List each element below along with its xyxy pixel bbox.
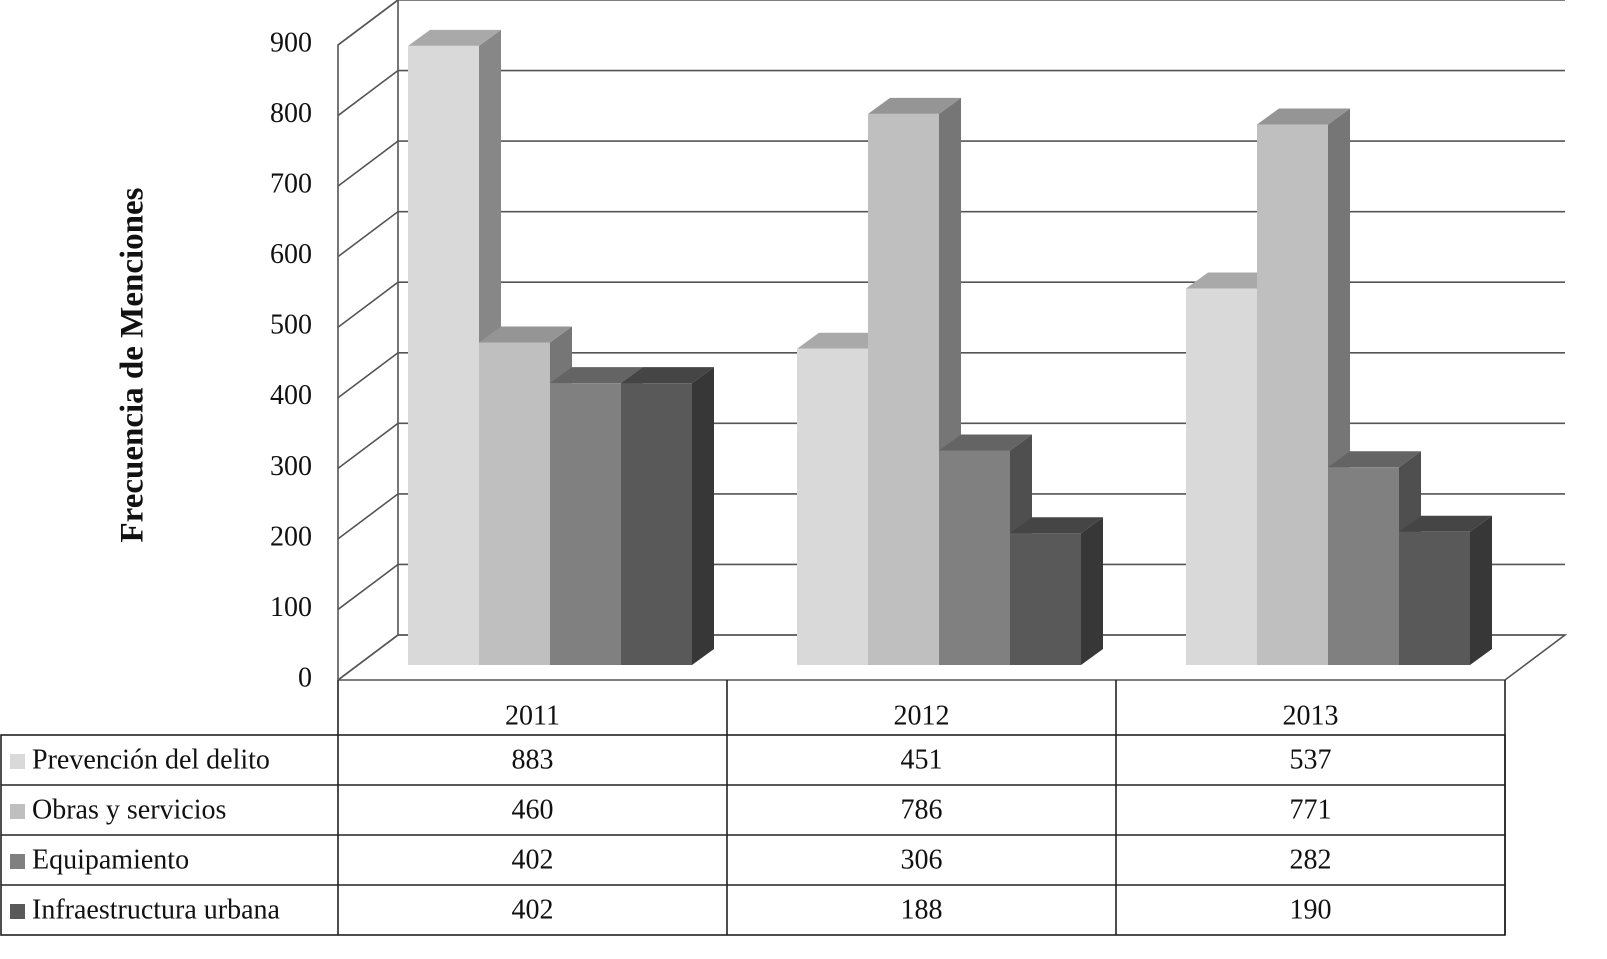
bar xyxy=(621,383,692,665)
bar-top xyxy=(797,332,890,349)
bar-top xyxy=(621,367,714,384)
grid-line xyxy=(337,0,1565,46)
table-value: 883 xyxy=(512,744,554,775)
y-tick-label: 200 xyxy=(270,521,312,552)
grid-line xyxy=(337,351,1565,399)
bar xyxy=(479,342,550,665)
table-value: 188 xyxy=(901,894,943,925)
bar-side xyxy=(1081,517,1103,665)
bar-top xyxy=(408,29,501,46)
x-tick-label: 2013 xyxy=(1283,700,1339,731)
legend-label: Obras y servicios xyxy=(32,794,226,825)
bar-side xyxy=(1470,515,1492,665)
bar-top xyxy=(1328,451,1421,468)
bar-top xyxy=(939,434,1032,451)
bar-side xyxy=(692,367,714,665)
y-tick-label: 800 xyxy=(270,98,312,129)
y-tick-label: 500 xyxy=(270,310,312,341)
x-tick-label: 2011 xyxy=(505,700,560,731)
bar xyxy=(1328,467,1399,665)
x-tick-label: 2012 xyxy=(894,700,950,731)
y-tick-label: 900 xyxy=(270,27,312,58)
legend-label: Infraestructura urbana xyxy=(32,894,281,925)
legend-swatch xyxy=(10,804,25,819)
grid-line xyxy=(337,493,1565,540)
table-value: 306 xyxy=(901,844,943,875)
y-tick-label: 100 xyxy=(270,592,312,623)
bar xyxy=(868,113,939,666)
table-value: 460 xyxy=(512,794,554,825)
bar-top xyxy=(550,367,643,384)
bar-top xyxy=(868,97,961,114)
grid-line xyxy=(337,210,1565,258)
bar xyxy=(1010,533,1081,665)
grid-line xyxy=(337,634,1565,681)
legend-label: Equipamiento xyxy=(32,844,189,875)
bar-top xyxy=(1257,108,1350,125)
y-tick-label: 300 xyxy=(270,451,312,482)
grid-line xyxy=(337,140,1565,187)
y-tick-label: 700 xyxy=(270,169,312,200)
bar xyxy=(550,383,621,665)
table-value: 451 xyxy=(901,744,943,775)
table-value: 402 xyxy=(512,844,554,875)
y-axis-title: Frecuencia de Menciones xyxy=(115,187,151,542)
bar xyxy=(408,45,479,666)
table-value: 402 xyxy=(512,894,554,925)
bar xyxy=(1257,124,1328,665)
y-tick-label: 0 xyxy=(298,662,312,693)
grid-line xyxy=(337,422,1565,469)
table-value: 786 xyxy=(901,794,943,825)
table-value: 190 xyxy=(1290,894,1332,925)
y-tick-label: 600 xyxy=(270,239,312,270)
legend-label: Prevención del delito xyxy=(32,744,270,775)
bar-top xyxy=(479,326,572,343)
legend-swatch xyxy=(10,754,25,769)
bar-top xyxy=(1186,272,1279,289)
bar xyxy=(797,348,868,665)
bar xyxy=(1399,531,1470,665)
table-value: 537 xyxy=(1290,744,1332,775)
grid-line xyxy=(337,563,1565,611)
y-tick-label: 400 xyxy=(270,380,312,411)
bar-top xyxy=(1010,517,1103,534)
grid-line xyxy=(337,69,1565,117)
table-value: 771 xyxy=(1290,794,1332,825)
legend-swatch xyxy=(10,854,25,869)
grid-line xyxy=(337,281,1565,328)
table-value: 282 xyxy=(1290,844,1332,875)
legend-swatch xyxy=(10,904,25,919)
wall-edge xyxy=(337,0,399,680)
bar-top xyxy=(1399,515,1492,532)
bar xyxy=(1186,288,1257,665)
bar xyxy=(939,450,1010,665)
